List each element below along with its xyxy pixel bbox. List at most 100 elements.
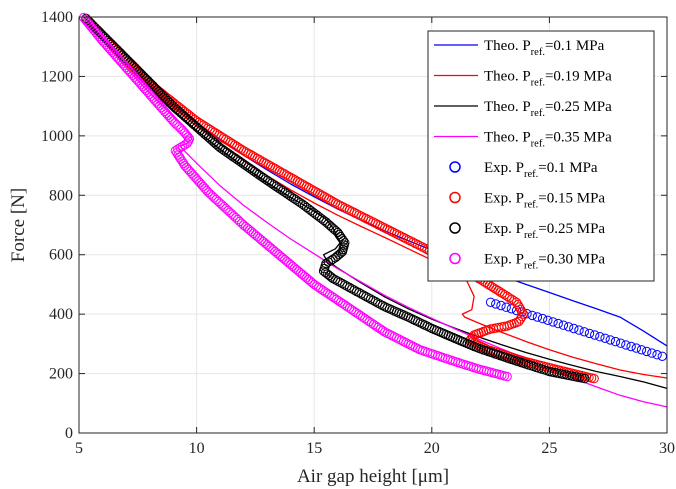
legend-item: Exp. Pref.=0.25 MPa [449,221,605,241]
data-point [610,336,621,347]
legend-label: Exp. Pref.=0.25 MPa [484,221,605,241]
series-markers-6 [81,13,590,384]
data-point [652,350,662,360]
x-tick-label: 5 [75,440,83,457]
data-point [150,83,160,93]
data-point [216,131,226,142]
data-point [328,273,338,284]
data-point [183,132,193,142]
data-point [337,278,348,289]
y-tick-label: 0 [65,425,73,442]
y-tick-label: 200 [49,366,73,383]
data-point [232,141,242,152]
data-point [507,294,517,304]
data-point [326,256,336,266]
x-tick-label: 30 [659,440,675,457]
data-point [558,320,569,330]
data-point [532,312,543,322]
data-point [163,96,173,106]
axis-ticks: 5 10 15 20 25 30 0 200 400 600 800 1000 1200 1400 [41,9,675,457]
y-tick-label: 800 [49,187,73,204]
data-point [574,325,584,335]
data-point [361,291,371,302]
data-point [335,277,345,287]
data-point [157,90,167,100]
data-point [514,302,524,312]
data-point [497,288,508,298]
data-point [600,333,610,343]
data-point [647,348,657,358]
legend-box [427,30,655,282]
data-point [344,282,355,293]
data-point [236,144,247,155]
data-point [502,371,512,382]
legend-item: Exp. Pref.=0.1 MPa [449,160,598,180]
data-point [548,317,558,327]
data-point [513,299,523,310]
legend-label: Theo. Pref.=0.35 MPa [484,130,612,150]
legend-marker-swatch [449,191,461,204]
data-point [511,297,522,307]
legend-label: Exp. Pref.=0.15 MPa [484,191,605,211]
y-tick-label: 400 [49,306,73,323]
legend-label: Exp. Pref.=0.30 MPa [484,252,605,272]
data-point [349,285,359,295]
data-point [518,309,529,319]
data-point [333,276,343,286]
y-axis-label: Force [N] [8,188,29,262]
data-point [516,304,526,315]
data-point [363,293,373,303]
data-point [595,332,605,342]
data-point [175,143,185,153]
legend-marker-swatch [449,161,461,173]
x-tick-label: 10 [189,440,205,457]
data-point [86,19,97,29]
data-point [218,133,229,143]
data-point [351,286,362,297]
data-point [584,328,595,339]
data-point [354,287,364,298]
data-point [221,134,231,145]
data-point [330,253,341,263]
data-point [580,373,590,384]
data-point [501,302,511,312]
y-tick-label: 1400 [41,9,73,26]
data-point [358,290,369,300]
data-point [334,250,344,260]
data-point [496,300,506,311]
legend-label: Exp. Pref.=0.1 MPa [484,160,598,180]
data-point [500,290,510,300]
data-point [182,138,192,149]
data-point [365,294,376,304]
data-point [543,315,553,325]
data-point [621,340,631,350]
data-point [626,341,636,352]
data-point [184,134,195,144]
legend-item: Exp. Pref.=0.30 MPa [449,252,605,272]
data-point [553,318,563,329]
y-tick-label: 1200 [41,68,73,85]
legend-label: Theo. Pref.=0.1 MPa [484,38,605,58]
legend-item: Exp. Pref.=0.15 MPa [449,191,605,211]
data-point [504,293,515,303]
y-tick-label: 600 [49,247,73,264]
legend: Theo. Pref.=0.1 MPa Theo. Pref.=0.19 MPa T… [427,30,655,282]
data-point [517,307,527,317]
data-point [230,140,240,150]
x-tick-label: 25 [541,440,557,457]
data-point [495,287,505,297]
plot-area-frame [78,16,668,434]
legend-label: Theo. Pref.=0.25 MPa [484,99,612,119]
data-point [502,291,512,301]
data-point [356,289,366,299]
data-point [569,323,579,334]
data-point [152,85,162,95]
data-point [616,338,626,348]
data-point [330,275,341,285]
data-point [347,284,357,294]
data-point [144,77,155,88]
legend-label: Theo. Pref.=0.19 MPa [484,69,612,89]
data-point [491,299,501,309]
data-point [373,298,383,308]
